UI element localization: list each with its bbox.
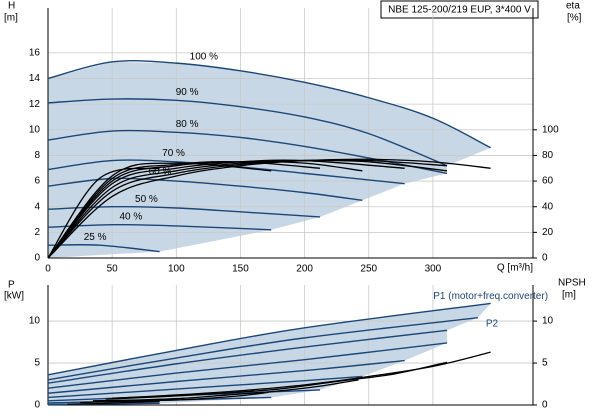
chart-title: NBE 125-200/219 EUP, 3*400 V <box>388 5 531 16</box>
y2-tick-label: 40 <box>542 201 554 212</box>
secondary-curve <box>80 391 269 404</box>
curve-label: 50 % <box>135 194 158 205</box>
primary-curve <box>47 60 491 149</box>
curve-label: P1 (motor+freq.converter) <box>433 291 548 302</box>
primary-curve <box>47 375 363 399</box>
y-tick-label: 5 <box>34 358 40 369</box>
x-tick-label: 300 <box>425 264 442 275</box>
secondary-curve <box>47 159 448 259</box>
y-axis-label: H <box>8 1 15 12</box>
primary-curve <box>47 177 363 202</box>
y-tick-label: 2 <box>34 227 40 238</box>
curve-label: 100 % <box>190 51 218 62</box>
curve-label: 70 % <box>162 148 185 159</box>
y2-tick-label: 20 <box>542 227 554 238</box>
y2-tick-label: 10 <box>542 316 554 327</box>
y-tick-label: 8 <box>34 150 40 161</box>
secondary-curve <box>92 379 359 402</box>
primary-curve <box>47 302 491 376</box>
curve-label: 90 % <box>176 87 199 98</box>
x-tick-label: 200 <box>296 264 313 275</box>
primary-curve <box>47 98 448 167</box>
x-tick-label: 50 <box>107 264 119 275</box>
y-axis-label: [m] <box>4 13 18 24</box>
y-tick-label: 10 <box>29 124 41 135</box>
secondary-curve <box>47 159 405 259</box>
y-tick-label: 0 <box>34 253 40 264</box>
y-tick-label: 12 <box>29 99 41 110</box>
secondary-curve <box>47 167 160 259</box>
secondary-curve <box>47 162 272 259</box>
x-tick-label: 0 <box>45 264 51 275</box>
primary-curve <box>47 129 448 175</box>
y2-tick-label: 100 <box>542 124 559 135</box>
y-tick-label: 0 <box>34 400 40 411</box>
y-tick-label: 14 <box>29 73 41 84</box>
secondary-curve <box>105 361 448 400</box>
y2-tick-label: 0 <box>542 400 548 411</box>
x-tick-label: 250 <box>360 264 377 275</box>
y2-axis-label: [m] <box>562 290 576 301</box>
secondary-curve <box>112 351 491 399</box>
y2-axis-label: eta <box>566 1 580 12</box>
primary-curve <box>47 317 478 381</box>
x-axis-label: Q [m³/h] <box>497 263 533 274</box>
y2-tick-label: 5 <box>542 358 548 369</box>
y2-tick-label: 80 <box>542 150 554 161</box>
y-tick-label: 16 <box>29 48 41 59</box>
primary-curve <box>47 359 405 394</box>
curve-label: P2 <box>486 318 499 329</box>
curve-label: 60 % <box>149 167 172 178</box>
primary-curve <box>47 223 272 231</box>
title-box <box>380 0 539 19</box>
x-tick-label: 100 <box>168 264 185 275</box>
y2-tick-label: 60 <box>542 176 554 187</box>
y2-axis-label: NPSH <box>558 278 586 289</box>
y-tick-label: 4 <box>34 201 40 212</box>
curve-label: 25 % <box>84 232 107 243</box>
x-tick-label: 150 <box>232 264 249 275</box>
y2-tick-label: 0 <box>542 253 548 264</box>
y-axis-label: [kW] <box>4 291 24 302</box>
y-tick-label: 6 <box>34 176 40 187</box>
y-tick-label: 10 <box>29 316 41 327</box>
y2-axis-label: [%] <box>567 13 582 24</box>
primary-curve <box>47 329 448 384</box>
curve-label: 40 % <box>119 211 142 222</box>
y-axis-label: P <box>8 280 15 291</box>
secondary-curve <box>47 159 448 259</box>
secondary-curve <box>67 400 160 405</box>
primary-curve <box>47 342 448 389</box>
curve-label: 80 % <box>176 119 199 130</box>
secondary-curve <box>47 160 321 259</box>
